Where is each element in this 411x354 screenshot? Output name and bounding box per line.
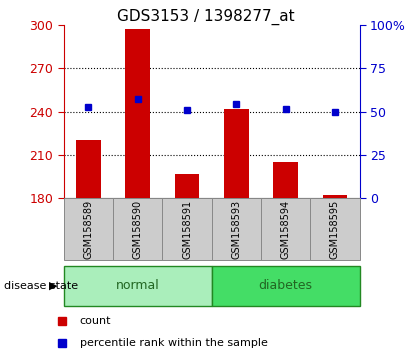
Text: diabetes: diabetes [259, 279, 313, 292]
Bar [125, 29, 150, 198]
Bar [323, 195, 347, 198]
Text: GSM158590: GSM158590 [133, 200, 143, 259]
Text: GSM158595: GSM158595 [330, 200, 340, 259]
Text: count: count [80, 316, 111, 326]
Bar [64, 266, 212, 306]
Bar [76, 141, 101, 198]
Bar [175, 174, 199, 198]
Bar [212, 198, 261, 260]
Bar [224, 109, 249, 198]
Text: percentile rank within the sample: percentile rank within the sample [80, 338, 268, 348]
Bar [212, 266, 360, 306]
Text: disease state: disease state [4, 281, 78, 291]
Bar [162, 198, 212, 260]
Bar [113, 198, 162, 260]
Bar [261, 198, 310, 260]
Text: ▶: ▶ [49, 281, 58, 291]
Bar [273, 162, 298, 198]
Bar [310, 198, 360, 260]
Text: normal: normal [116, 279, 159, 292]
Text: GSM158591: GSM158591 [182, 200, 192, 259]
Text: GDS3153 / 1398277_at: GDS3153 / 1398277_at [117, 9, 294, 25]
Bar [64, 198, 113, 260]
Text: GSM158594: GSM158594 [281, 200, 291, 259]
Text: GSM158593: GSM158593 [231, 200, 241, 259]
Text: GSM158589: GSM158589 [83, 200, 93, 259]
